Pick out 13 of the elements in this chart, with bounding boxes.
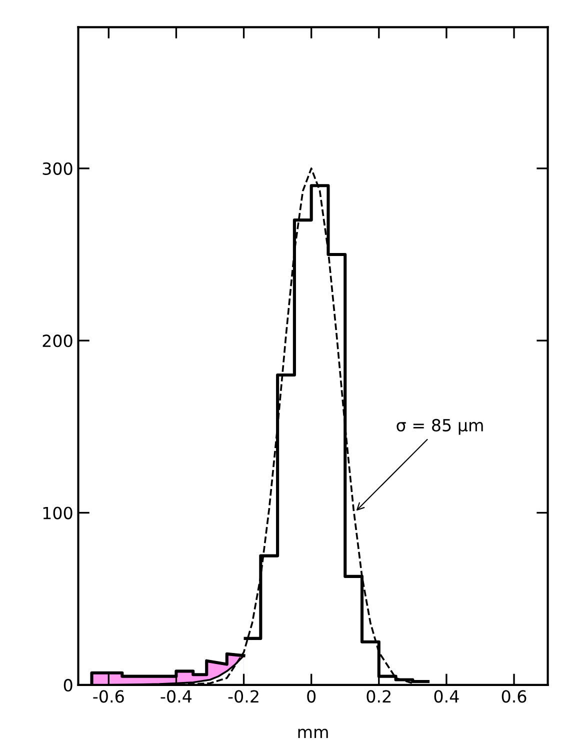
x-tick-label: 0 <box>307 690 316 703</box>
x-tick-label: -0.4 <box>160 690 192 703</box>
y-tick-label: 100 <box>43 506 72 520</box>
x-tick-label: -0.2 <box>228 690 258 703</box>
y-tick-label: 300 <box>42 162 72 175</box>
x-axis-title: mm <box>298 728 328 738</box>
x-tick-label: -0.6 <box>93 690 124 703</box>
x-tick-label: 0.2 <box>366 690 390 703</box>
x-tick-label: 0.4 <box>434 690 459 703</box>
x-tick-label: 0.6 <box>502 690 526 703</box>
y-tick-label: 200 <box>42 334 72 348</box>
y-tick-label: 0 <box>64 678 72 692</box>
annotation: σ = 85 μm <box>396 418 483 435</box>
